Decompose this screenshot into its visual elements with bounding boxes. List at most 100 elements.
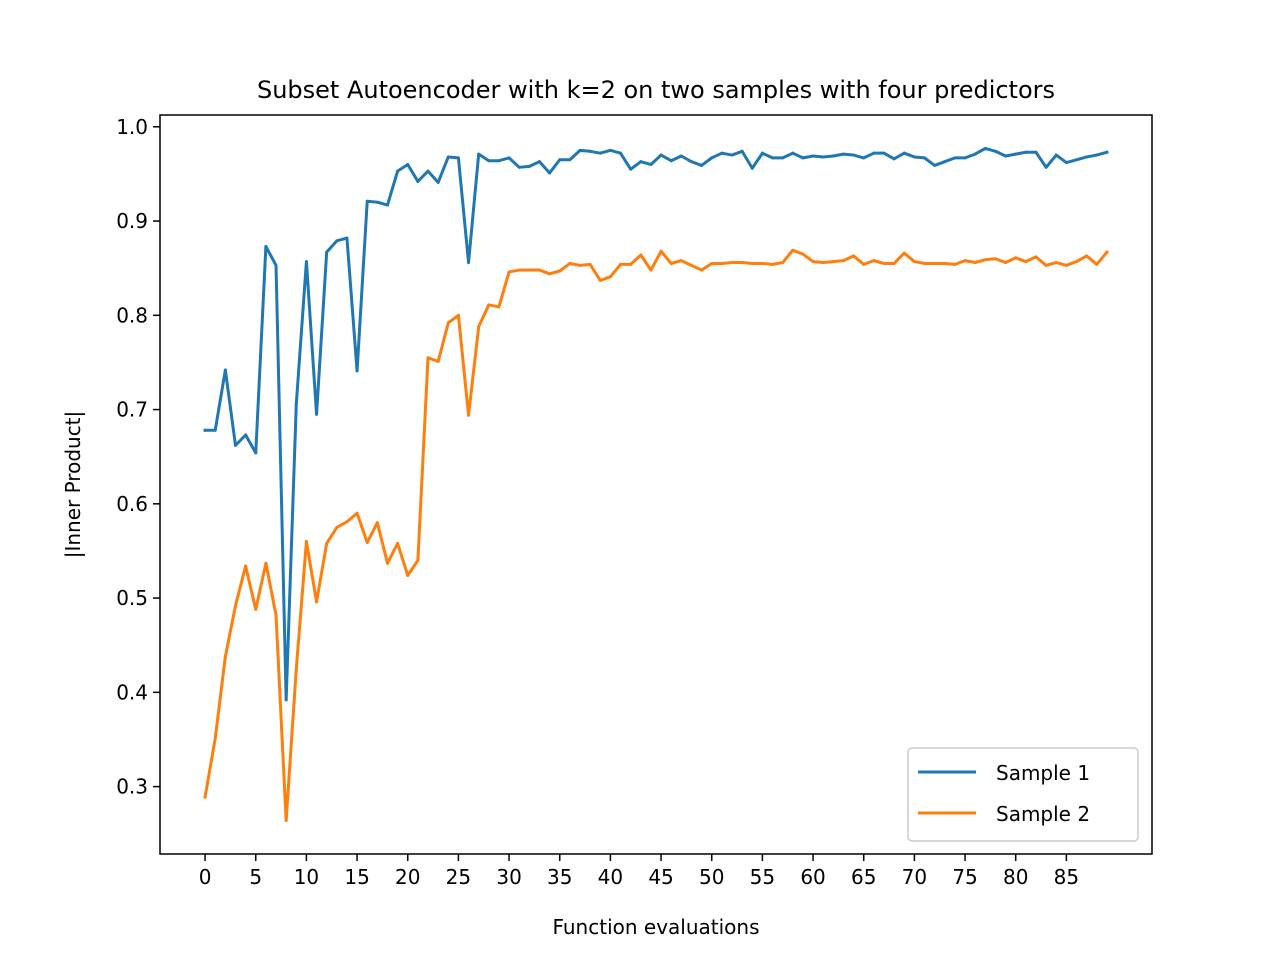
data-point-sample-1 xyxy=(294,402,298,406)
x-tick-label: 80 xyxy=(1003,865,1028,889)
data-point-sample-1 xyxy=(325,250,329,254)
data-point-sample-1 xyxy=(355,369,359,373)
data-point-sample-1 xyxy=(568,158,572,162)
legend: Sample 1 Sample 2 xyxy=(907,747,1139,842)
data-point-sample-2 xyxy=(304,540,308,544)
x-tick-label: 40 xyxy=(598,865,623,889)
data-point-sample-1 xyxy=(821,155,825,159)
data-point-sample-2 xyxy=(416,558,420,562)
data-point-sample-1 xyxy=(1024,150,1028,154)
data-point-sample-1 xyxy=(993,149,997,153)
data-point-sample-2 xyxy=(639,253,643,257)
data-point-sample-1 xyxy=(233,443,237,447)
data-point-sample-1 xyxy=(1064,161,1068,165)
data-point-sample-1 xyxy=(527,164,531,168)
data-point-sample-1 xyxy=(315,412,319,416)
data-point-sample-2 xyxy=(679,259,683,263)
data-point-sample-1 xyxy=(213,428,217,432)
data-point-sample-1 xyxy=(841,152,845,156)
data-point-sample-2 xyxy=(659,249,663,253)
data-point-sample-1 xyxy=(649,162,653,166)
x-tick-label: 55 xyxy=(750,865,775,889)
data-point-sample-1 xyxy=(345,236,349,240)
data-point-sample-1 xyxy=(426,169,430,173)
data-point-sample-2 xyxy=(831,260,835,264)
data-point-sample-1 xyxy=(558,158,562,162)
data-point-sample-1 xyxy=(548,171,552,175)
data-point-sample-2 xyxy=(902,251,906,255)
data-point-sample-1 xyxy=(598,151,602,155)
data-point-sample-1 xyxy=(679,154,683,158)
x-tick-label: 25 xyxy=(446,865,471,889)
data-point-sample-1 xyxy=(781,156,785,160)
data-point-sample-2 xyxy=(811,260,815,264)
x-axis-label: Function evaluations xyxy=(552,915,759,939)
data-point-sample-2 xyxy=(244,564,248,568)
data-point-sample-2 xyxy=(993,257,997,261)
data-point-sample-2 xyxy=(487,303,491,307)
data-point-sample-1 xyxy=(943,160,947,164)
data-point-sample-2 xyxy=(233,604,237,608)
data-point-sample-1 xyxy=(771,156,775,160)
data-point-sample-1 xyxy=(254,451,258,455)
data-point-sample-1 xyxy=(619,151,623,155)
series-points-sample-2 xyxy=(203,248,1109,823)
x-tick-label: 10 xyxy=(294,865,319,889)
x-tick-label: 70 xyxy=(902,865,927,889)
plot-frame xyxy=(159,114,1153,855)
data-point-sample-2 xyxy=(294,667,298,671)
data-point-sample-1 xyxy=(923,156,927,160)
data-point-sample-2 xyxy=(537,268,541,272)
data-point-sample-2 xyxy=(446,321,450,325)
data-point-sample-1 xyxy=(446,155,450,159)
data-point-sample-2 xyxy=(264,561,268,565)
data-point-sample-2 xyxy=(497,305,501,309)
data-point-sample-2 xyxy=(578,263,582,267)
data-point-sample-1 xyxy=(406,162,410,166)
data-point-sample-2 xyxy=(396,541,400,545)
data-point-sample-2 xyxy=(872,259,876,263)
data-point-sample-2 xyxy=(335,525,339,529)
x-tick-label: 65 xyxy=(851,865,876,889)
data-point-sample-1 xyxy=(517,165,521,169)
data-point-sample-1 xyxy=(669,159,673,163)
data-point-sample-2 xyxy=(406,573,410,577)
y-tick-label: 0.4 xyxy=(116,680,148,704)
y-tick-label: 0.5 xyxy=(116,586,148,610)
data-point-sample-2 xyxy=(315,600,319,604)
data-point-sample-1 xyxy=(1085,155,1089,159)
data-point-sample-2 xyxy=(203,795,207,799)
data-point-sample-1 xyxy=(223,368,227,372)
data-point-sample-2 xyxy=(953,262,957,266)
data-point-sample-2 xyxy=(355,511,359,515)
data-point-sample-2 xyxy=(720,261,724,265)
data-point-sample-2 xyxy=(912,260,916,264)
data-point-sample-2 xyxy=(689,263,693,267)
data-point-sample-2 xyxy=(892,261,896,265)
data-point-sample-2 xyxy=(821,261,825,265)
data-point-sample-1 xyxy=(760,151,764,155)
x-tick-label: 0 xyxy=(199,865,212,889)
data-point-sample-2 xyxy=(375,521,379,525)
data-point-sample-2 xyxy=(598,278,602,282)
x-axis-ticks: 0 5 10 15 20 25 30 35 40 45 50 55 60 65 70 75 80 85 xyxy=(199,854,1079,889)
data-point-sample-2 xyxy=(365,540,369,544)
data-point-sample-2 xyxy=(750,261,754,265)
data-point-sample-1 xyxy=(335,239,339,243)
data-point-sample-2 xyxy=(345,520,349,524)
data-point-sample-1 xyxy=(740,149,744,153)
data-point-sample-2 xyxy=(730,261,734,265)
data-point-sample-1 xyxy=(588,149,592,153)
data-point-sample-2 xyxy=(1075,260,1079,264)
data-point-sample-1 xyxy=(902,151,906,155)
data-point-sample-1 xyxy=(497,159,501,163)
data-point-sample-2 xyxy=(852,254,856,258)
data-point-sample-2 xyxy=(1054,261,1058,265)
data-point-sample-1 xyxy=(791,151,795,155)
data-point-sample-2 xyxy=(801,252,805,256)
data-point-sample-1 xyxy=(953,156,957,160)
data-point-sample-1 xyxy=(912,155,916,159)
data-point-sample-1 xyxy=(284,698,288,702)
data-point-sample-1 xyxy=(304,260,308,264)
